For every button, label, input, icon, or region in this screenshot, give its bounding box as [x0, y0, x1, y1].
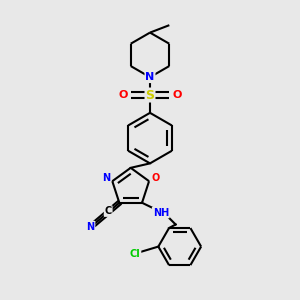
Text: NH: NH — [153, 208, 169, 218]
Text: O: O — [118, 90, 128, 100]
Text: Cl: Cl — [130, 249, 140, 259]
Text: O: O — [152, 173, 160, 183]
Text: N: N — [102, 173, 110, 183]
Text: O: O — [172, 90, 182, 100]
Text: N: N — [146, 72, 154, 82]
Text: N: N — [86, 222, 94, 232]
Text: C: C — [105, 206, 112, 216]
Text: S: S — [146, 88, 154, 101]
